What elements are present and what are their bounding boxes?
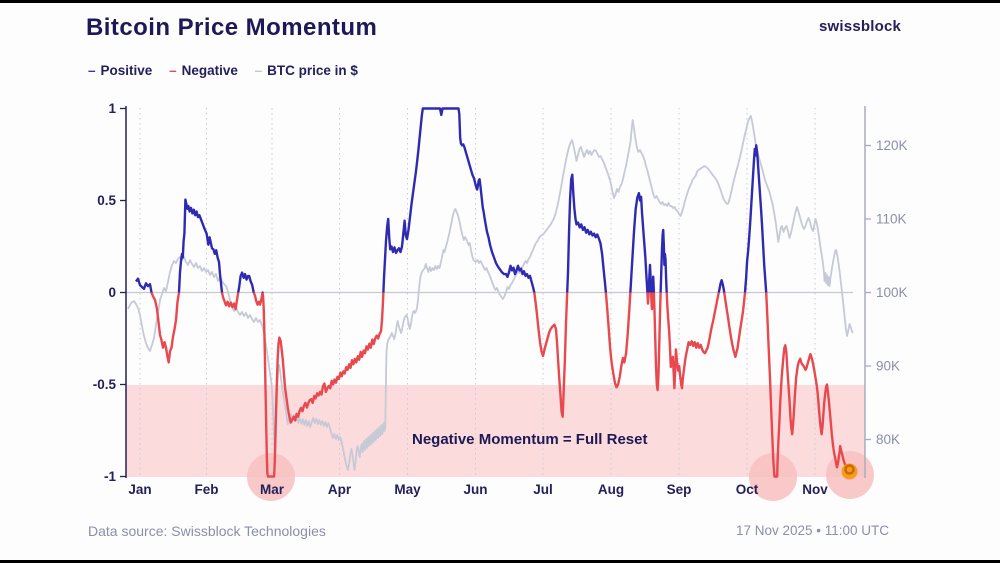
svg-text:0.5: 0.5 [97, 193, 116, 208]
svg-text:Oct: Oct [736, 482, 759, 497]
svg-text:Negative Momentum = Full Reset: Negative Momentum = Full Reset [412, 431, 647, 448]
svg-text:100K: 100K [876, 285, 908, 300]
svg-text:Sep: Sep [667, 482, 692, 497]
svg-text:Aug: Aug [598, 482, 624, 497]
svg-text:-0.5: -0.5 [93, 377, 117, 392]
svg-text:Jul: Jul [533, 482, 553, 497]
svg-text:1: 1 [108, 101, 116, 116]
svg-text:Jun: Jun [463, 482, 487, 497]
svg-text:May: May [394, 482, 421, 497]
svg-text:90K: 90K [876, 359, 900, 374]
svg-text:Mar: Mar [260, 482, 285, 497]
svg-text:Feb: Feb [194, 482, 218, 497]
svg-text:110K: 110K [876, 212, 907, 227]
svg-text:80K: 80K [876, 432, 900, 447]
svg-text:-1: -1 [104, 469, 116, 484]
svg-text:120K: 120K [876, 138, 908, 153]
svg-text:Nov: Nov [802, 482, 828, 497]
svg-text:Apr: Apr [328, 482, 352, 497]
svg-text:0: 0 [108, 285, 116, 300]
svg-text:Jan: Jan [128, 482, 151, 497]
